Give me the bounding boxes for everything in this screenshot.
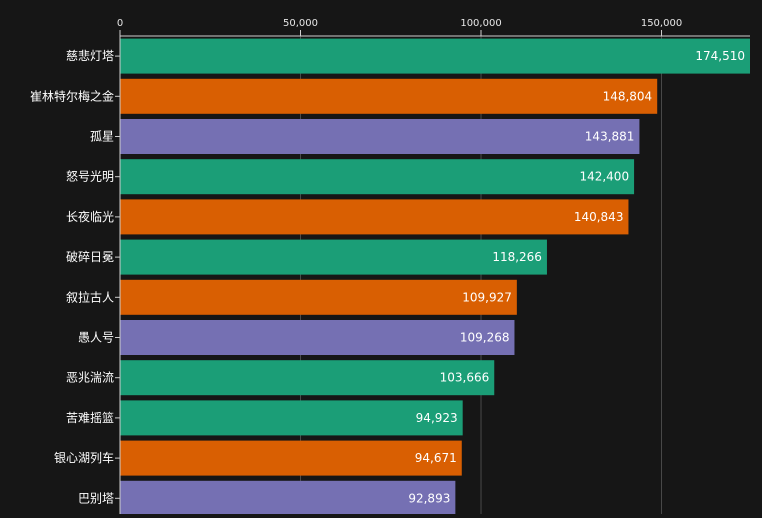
category-label-10: 银心湖列车 [54,450,114,465]
x-tick-label-2: 100,000 [460,18,501,29]
value-label-4: 140,843 [574,210,624,224]
category-label-7: 愚人号 [78,331,114,345]
value-label-7: 109,268 [460,331,510,345]
axis-layer: 慈悲灯塔崔林特尔梅之金孤星怒号光明长夜临光破碎日冕叙拉古人愚人号恶兆湍流苦难摇篮… [30,18,750,514]
bar-7 [120,320,515,355]
category-label-8: 恶兆湍流 [66,371,114,385]
value-label-10: 94,671 [415,451,457,465]
bar-5 [120,239,547,275]
category-label-9: 苦难摇篮 [66,410,114,425]
bar-layer: 174,510 148,804 143,881 142,400 140,843 118,2… [120,38,750,516]
value-label-11: 92,893 [408,491,450,505]
bar-8 [120,360,495,396]
bar-11 [120,480,456,516]
value-label-2: 143,881 [585,130,635,144]
bar-9 [120,400,463,436]
value-label-9: 94,923 [416,411,458,425]
category-label-3: 怒号光明 [66,169,114,184]
bar-6 [120,279,517,315]
bar-2 [120,119,640,154]
bar-3 [120,159,635,195]
bar-0 [120,38,750,74]
category-label-1: 崔林特尔梅之金 [30,88,114,103]
value-label-1: 148,804 [603,89,653,103]
bar-10 [120,440,462,476]
category-label-6: 叙拉古人 [66,289,114,304]
x-tick-label-3: 150,000 [641,18,682,29]
bar-4 [120,199,629,235]
value-label-3: 142,400 [579,170,629,184]
x-tick-label-1: 50,000 [283,18,318,29]
value-label-5: 118,266 [492,250,542,264]
x-tick-label-0: 0 [117,18,123,29]
bar-1 [120,78,658,114]
value-label-6: 109,927 [462,290,512,304]
value-label-8: 103,666 [440,371,490,385]
category-label-0: 慈悲灯塔 [66,48,114,63]
category-label-11: 巴别塔 [78,491,114,505]
category-label-5: 破碎日冕 [66,249,114,264]
category-label-4: 长夜临光 [66,209,114,224]
category-label-2: 孤星 [90,130,114,144]
value-label-0: 174,510 [695,49,745,63]
